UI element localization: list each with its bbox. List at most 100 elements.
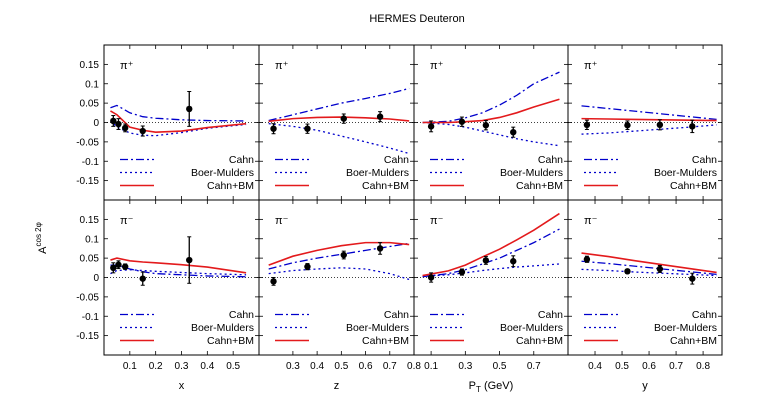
x-tick-label: 0.1 bbox=[424, 361, 438, 372]
legend-label-bm: Boer-Mulders bbox=[654, 167, 717, 179]
x-tick-label: 0.4 bbox=[310, 361, 324, 372]
y-tick-label: -0.1 bbox=[82, 312, 100, 323]
y-tick-label: 0.15 bbox=[80, 215, 100, 226]
legend-label-cahn: Cahn bbox=[692, 154, 717, 166]
data-point bbox=[110, 117, 117, 125]
curves bbox=[109, 104, 247, 137]
legend-label-bm: Boer-Mulders bbox=[346, 322, 409, 334]
y-tick-label: 0 bbox=[93, 273, 99, 284]
curve-cahn bbox=[422, 228, 560, 278]
x-tick-label: 0.3 bbox=[175, 361, 189, 372]
curves bbox=[422, 71, 560, 147]
panel-0-1: -0.15 -0.1 -0.05 0 0.05 0.1 0.15 0.1 0.2 0.3 0.4 0.… bbox=[76, 199, 260, 372]
x-tick-label: 0.5 bbox=[226, 361, 240, 372]
particle-label: π⁻ bbox=[430, 215, 444, 227]
svg-text:Acos 2φ: Acos 2φ bbox=[34, 222, 49, 254]
x-tick-label: 0.6 bbox=[359, 361, 373, 372]
curves bbox=[268, 241, 410, 281]
y-axis-title: Acos 2φ bbox=[34, 222, 49, 254]
y-tick-label: 0 bbox=[93, 118, 99, 129]
x-tick-label: 0.7 bbox=[527, 361, 541, 372]
curve-bm bbox=[581, 124, 717, 135]
legend-label-total: Cahn+BM bbox=[362, 335, 409, 347]
y-tick-label: 0.1 bbox=[85, 234, 99, 245]
x-axis-title-main: x bbox=[179, 380, 185, 392]
y-tick-label: 0.1 bbox=[85, 79, 99, 90]
y-tick-label: 0.05 bbox=[80, 254, 100, 265]
data-point bbox=[139, 275, 146, 282]
curve-bm bbox=[268, 123, 410, 155]
legend-label-cahn: Cahn bbox=[384, 154, 409, 166]
data-point bbox=[689, 275, 696, 282]
x-axis-title: y bbox=[642, 380, 648, 392]
x-axis-title-main: P bbox=[469, 380, 476, 392]
legend-label-bm: Boer-Mulders bbox=[191, 322, 254, 334]
legend-label-bm: Boer-Mulders bbox=[500, 167, 563, 179]
x-tick-label: 0.5 bbox=[334, 361, 348, 372]
data-point bbox=[583, 121, 591, 129]
data-point bbox=[458, 268, 466, 276]
legend-label-bm: Boer-Mulders bbox=[346, 167, 409, 179]
curves bbox=[581, 105, 717, 135]
x-tick-label: 0.7 bbox=[669, 361, 683, 372]
legend-label-total: Cahn+BM bbox=[516, 180, 563, 192]
y-tick-label: 0.05 bbox=[80, 99, 100, 110]
curve-bm bbox=[268, 267, 410, 281]
curve-total bbox=[581, 117, 717, 122]
curve-cahn bbox=[581, 260, 717, 276]
particle-label: π⁻ bbox=[584, 215, 598, 227]
curves bbox=[268, 87, 410, 155]
y-tick-label: 0.15 bbox=[80, 60, 100, 71]
panel-frame bbox=[567, 199, 723, 356]
x-axis-title-main: y bbox=[642, 380, 648, 392]
curve-cahn bbox=[110, 264, 247, 278]
data-point bbox=[115, 120, 122, 128]
legend-label-bm: Boer-Mulders bbox=[191, 167, 254, 179]
data-point bbox=[376, 113, 384, 120]
data-point bbox=[340, 251, 347, 259]
curve-total bbox=[268, 241, 410, 266]
data-point bbox=[270, 125, 277, 132]
x-axis-title-suffix: (GeV) bbox=[481, 380, 513, 392]
legend-label-cahn: Cahn bbox=[384, 309, 409, 321]
x-tick-label: 0.5 bbox=[615, 361, 629, 372]
x-tick-label: 0.3 bbox=[458, 361, 472, 372]
data-point bbox=[510, 258, 517, 265]
data-point bbox=[139, 127, 146, 135]
particle-label: π⁻ bbox=[275, 215, 289, 227]
y-tick-label: -0.05 bbox=[76, 137, 99, 148]
curve-total bbox=[110, 110, 247, 133]
data-point bbox=[115, 261, 122, 268]
x-tick-label: 0.4 bbox=[200, 361, 214, 372]
x-axis-title: PT (GeV) bbox=[469, 380, 514, 394]
x-tick-label: 0.2 bbox=[149, 361, 163, 372]
data-point bbox=[376, 245, 384, 252]
data-point bbox=[427, 274, 435, 281]
x-tick-label: 0.3 bbox=[286, 361, 300, 372]
curve-total bbox=[422, 98, 560, 124]
data-point bbox=[186, 256, 193, 264]
curve-cahn bbox=[422, 71, 560, 124]
legend-label-total: Cahn+BM bbox=[207, 335, 254, 347]
legend-label-cahn: Cahn bbox=[538, 154, 563, 166]
x-tick-label: 0.4 bbox=[588, 361, 602, 372]
data-point bbox=[583, 256, 591, 263]
legend-label-total: Cahn+BM bbox=[670, 180, 717, 192]
curves bbox=[110, 257, 247, 278]
x-tick-label: 0.7 bbox=[383, 361, 397, 372]
curve-total bbox=[581, 252, 717, 274]
data-point bbox=[304, 263, 311, 270]
curve-cahn bbox=[110, 104, 247, 122]
x-axis-title: x bbox=[179, 380, 185, 392]
panel-1-1: 0.3 0.4 0.5 0.6 0.7 0.8 π⁻ CahnBoer-MuldersCahn… bbox=[258, 199, 421, 372]
legend-label-total: Cahn+BM bbox=[670, 335, 717, 347]
x-axis-title-sub: T bbox=[476, 385, 481, 394]
particle-label: π⁺ bbox=[584, 60, 598, 72]
data-point bbox=[482, 257, 490, 264]
panel-0-0: -0.15 -0.1 -0.05 0 0.05 0.1 0.15 π⁺ CahnBoer-Mul… bbox=[76, 44, 260, 201]
legend-label-total: Cahn+BM bbox=[207, 180, 254, 192]
